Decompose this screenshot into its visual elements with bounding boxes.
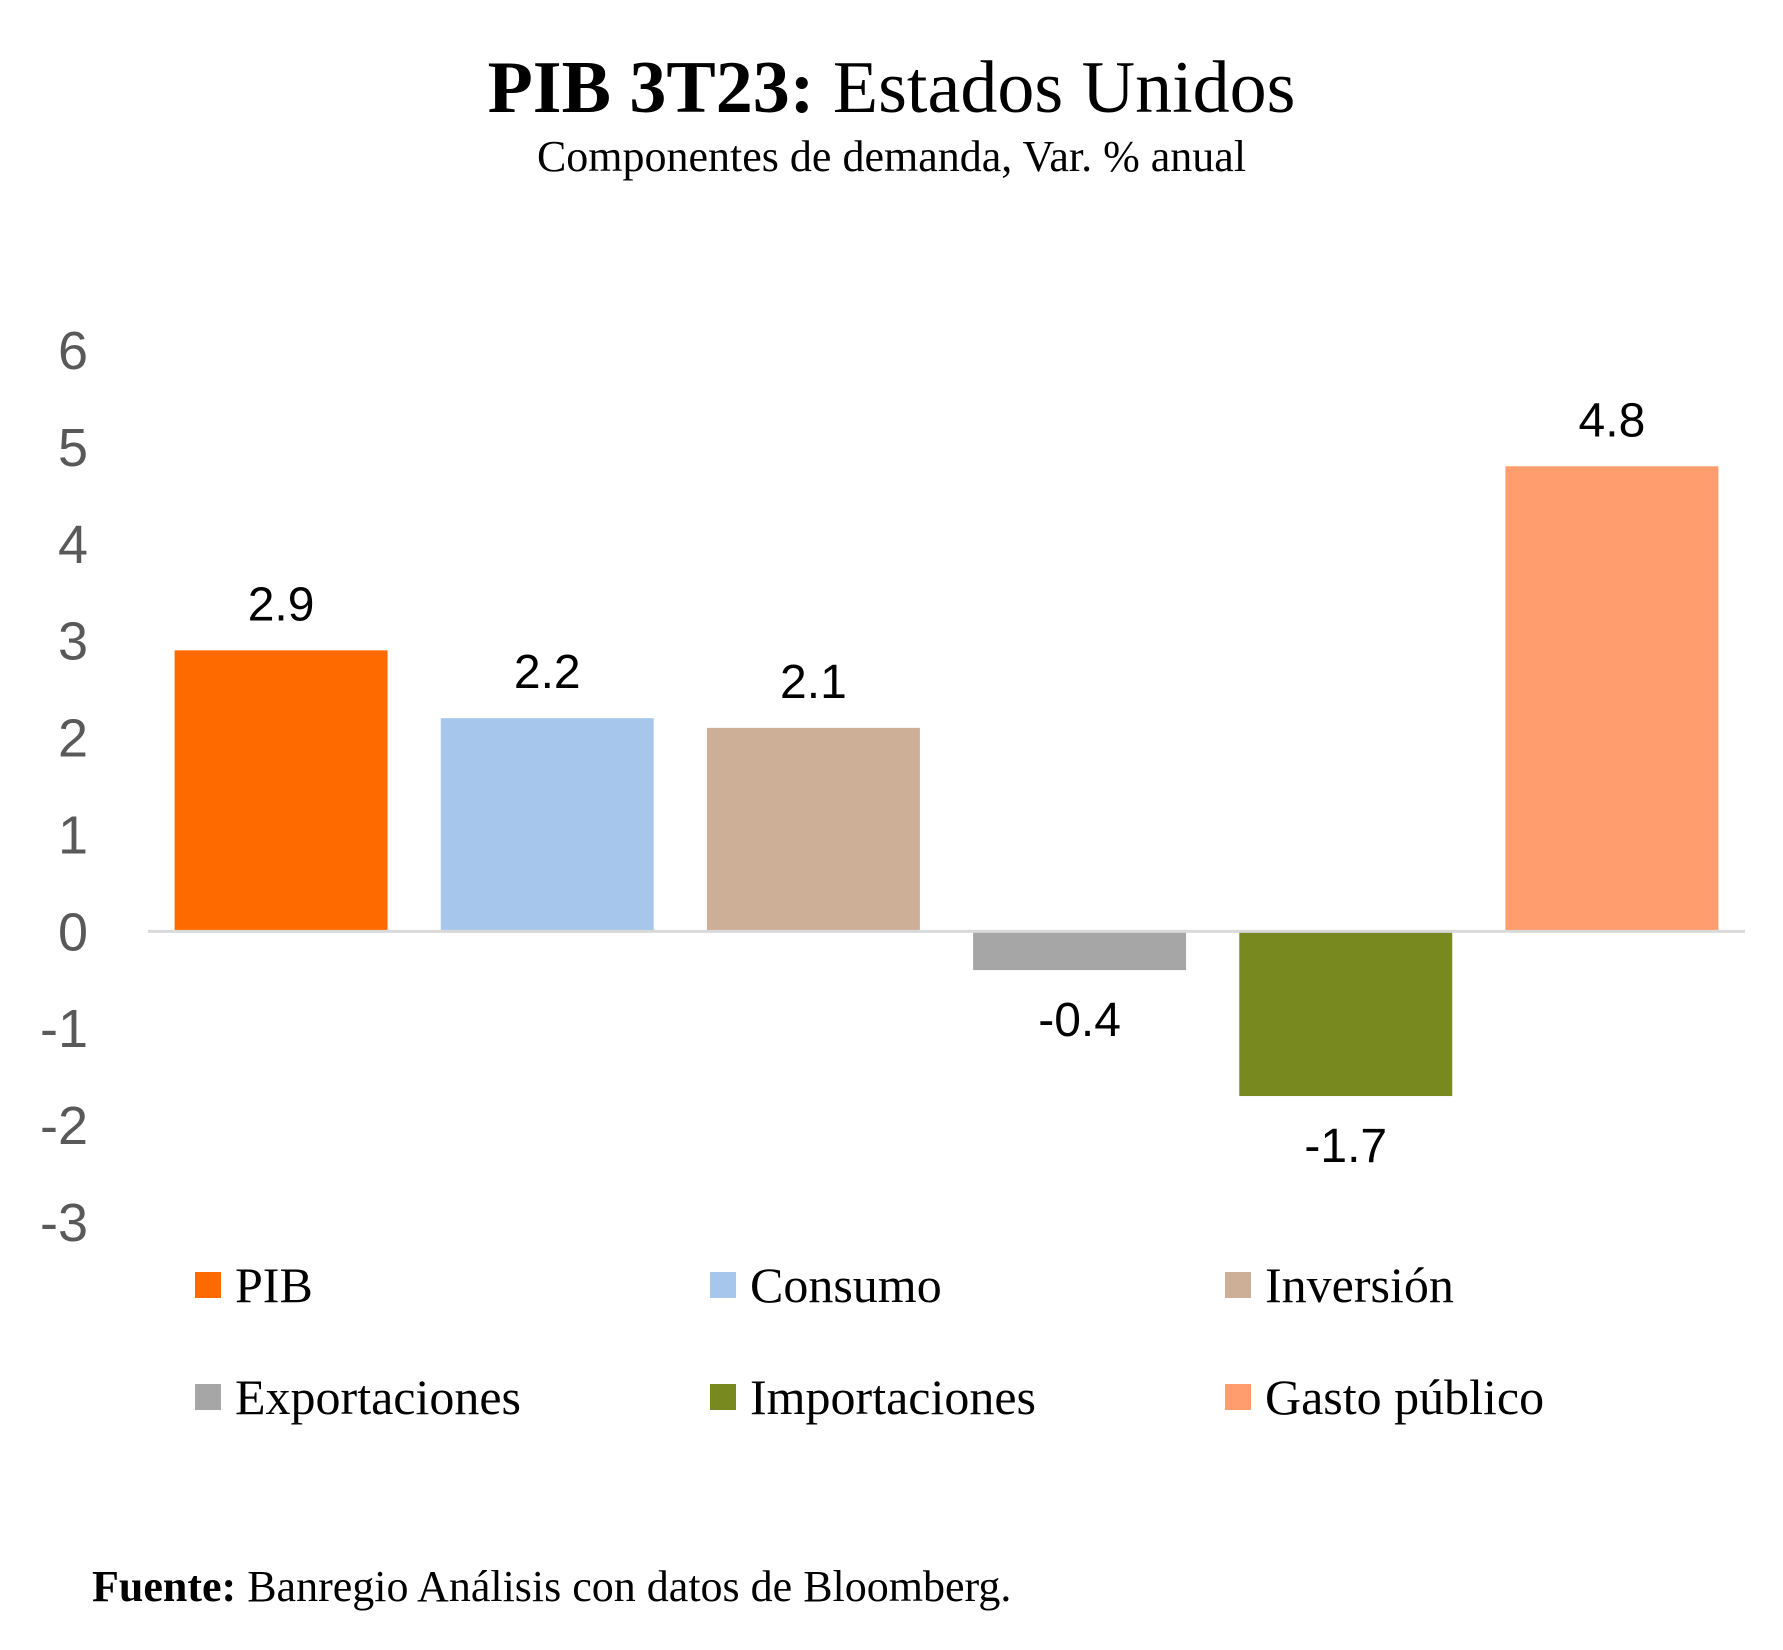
legend-swatch (710, 1384, 736, 1410)
bars (174, 466, 1719, 1097)
legend-label: Importaciones (750, 1369, 1037, 1425)
bar-consumo (440, 718, 654, 932)
legend-label: Consumo (750, 1257, 942, 1313)
legend-label: Exportaciones (235, 1369, 522, 1425)
bar-importaciones (1239, 931, 1453, 1097)
data-label-consumo: 2.2 (514, 646, 581, 699)
bar-gasto-publico (1505, 466, 1719, 932)
y-tick-label: 2 (58, 709, 88, 769)
data-label-importaciones: -1.7 (1304, 1120, 1387, 1173)
source-note: Fuente: Banregio Análisis con datos de B… (92, 1560, 1011, 1614)
y-tick-label: -1 (40, 999, 88, 1059)
legend-item-exportaciones: Exportaciones (195, 1367, 710, 1427)
y-axis: 6 5 4 3 2 1 0 -1 -2 -3 (40, 321, 88, 1250)
legend-item-consumo: Consumo (710, 1255, 1225, 1315)
y-tick-label: 4 (58, 515, 88, 575)
bar-exportaciones (973, 931, 1187, 971)
y-tick-label: 0 (58, 902, 88, 962)
chart-title: PIB 3T23: Estados Unidos (0, 48, 1783, 128)
data-label-pib: 2.9 (248, 578, 315, 631)
source-label: Fuente: (92, 1562, 237, 1611)
y-tick-label: 1 (58, 805, 88, 865)
legend: PIB Consumo Inversión Exportaciones Importac… (195, 1255, 1595, 1427)
legend-label: Gasto público (1265, 1369, 1545, 1425)
y-tick-label: 5 (58, 418, 88, 478)
legend-swatch (195, 1272, 221, 1298)
y-tick-label: 3 (58, 612, 88, 672)
legend-item-pib: PIB (195, 1255, 710, 1315)
bar-pib (174, 650, 388, 932)
data-label-exportaciones: -0.4 (1038, 994, 1121, 1047)
chart-title-bold: PIB 3T23: (487, 47, 815, 129)
source-text: Banregio Análisis con datos de Bloomberg… (236, 1562, 1012, 1611)
y-tick-label: -2 (40, 1096, 88, 1156)
bar-chart: 6 5 4 3 2 1 0 -1 -2 -3 2.9 2.2 2.1 -0.4 -1.7 4.8 (40, 321, 1745, 1250)
legend-label: Inversión (1265, 1257, 1454, 1313)
legend-swatch (710, 1272, 736, 1298)
legend-swatch (1225, 1272, 1251, 1298)
bar-inversion (706, 727, 920, 932)
legend-item-inversion: Inversión (1225, 1255, 1595, 1315)
y-tick-label: -3 (40, 1193, 88, 1250)
y-tick-label: 6 (58, 321, 88, 381)
data-label-inversion: 2.1 (780, 656, 847, 709)
data-labels: 2.9 2.2 2.1 -0.4 -1.7 4.8 (248, 394, 1646, 1173)
chart-subtitle: Componentes de demanda, Var. % anual (536, 132, 1247, 181)
data-label-gasto-publico: 4.8 (1579, 394, 1646, 447)
legend-swatch (195, 1384, 221, 1410)
legend-item-importaciones: Importaciones (710, 1367, 1225, 1427)
chart-title-rest: Estados Unidos (814, 47, 1296, 129)
legend-item-gasto-publico: Gasto público (1225, 1367, 1595, 1427)
legend-label: PIB (235, 1257, 313, 1313)
legend-swatch (1225, 1384, 1251, 1410)
